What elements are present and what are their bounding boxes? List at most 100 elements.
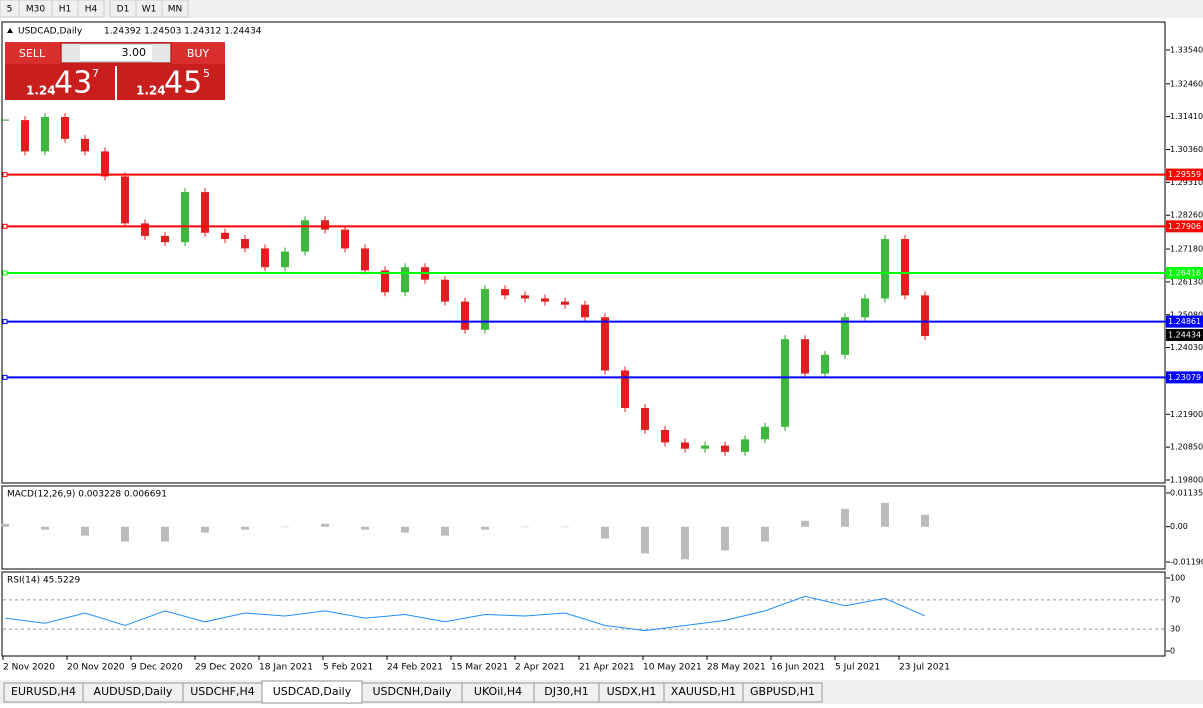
candle [861,298,869,318]
x-tick-label: 18 Jan 2021 [259,663,313,673]
last-price-label: 1.24434 [1168,330,1201,339]
candle [21,120,29,152]
macd-bar [561,526,569,528]
candle [321,220,329,230]
candle [101,151,109,177]
rsi-y-tick-label: 30 [1170,625,1180,634]
macd-bar [41,526,49,530]
candle [341,229,349,249]
symbol-tab-label[interactable]: EURUSD,H4 [11,685,76,698]
ask-prefix: 1.24 [136,84,166,98]
macd-bar [681,526,689,560]
candle [721,445,729,452]
x-tick-label: 28 May 2021 [707,663,766,673]
x-tick-label: 24 Feb 2021 [387,663,443,673]
bid-prefix: 1.24 [26,84,56,98]
level-handle[interactable] [2,319,8,325]
candle [681,442,689,449]
y-tick-label: 1.30360 [1170,145,1203,154]
candle [781,339,789,427]
y-tick-label: 1.29310 [1170,178,1203,187]
macd-bar [401,526,409,533]
price-divider [115,66,117,100]
macd-bar [1,523,9,527]
symbol-tab-label[interactable]: USDCNH,Daily [372,685,452,698]
candle [741,439,749,452]
timeframe-label[interactable]: W1 [142,5,157,15]
symbol-tab-label[interactable]: USDCHF,H4 [190,685,255,698]
candle [581,304,589,318]
macd-bar [321,523,329,527]
timeframe-label[interactable]: MN [168,5,183,15]
symbol-tab-label[interactable]: DJ30,H1 [544,685,588,698]
y-tick-label: 1.24030 [1170,343,1203,352]
symbol-tab-label[interactable]: USDCAD,Daily [273,685,352,698]
lots-value[interactable]: 3.00 [122,46,147,59]
candle [241,239,249,249]
level-label: 1.24861 [1168,317,1201,326]
x-tick-label: 2 Nov 2020 [3,663,55,673]
chart-title: USDCAD,Daily [18,27,83,37]
candle [541,298,549,302]
level-handle[interactable] [2,172,8,178]
level-label: 1.23079 [1168,373,1201,382]
y-tick-label: 1.32460 [1170,79,1203,88]
y-tick-label: 1.27180 [1170,245,1203,254]
level-handle[interactable] [2,374,8,380]
ohlc-header: 1.24392 1.24503 1.24312 1.24434 [104,27,262,37]
macd-bar [481,526,489,530]
symbol-tab-label[interactable]: GBPUSD,H1 [750,685,815,698]
symbol-tab-label[interactable]: USDX,H1 [607,685,657,698]
macd-bar [281,526,289,528]
candle [481,289,489,330]
candle [461,301,469,330]
lots-up[interactable] [152,44,170,62]
toolbar-bg [0,0,1203,18]
level-label: 1.26416 [1168,268,1201,277]
buy-button[interactable] [172,42,225,64]
sell-button[interactable] [5,42,60,64]
lots-down[interactable] [62,44,80,62]
buy-label[interactable]: BUY [187,47,210,60]
macd-bar [161,526,169,542]
symbol-tab-label[interactable]: UKOil,H4 [474,685,522,698]
candle [761,426,769,440]
timeframe-label[interactable]: 5 [7,5,13,15]
candle [181,192,189,243]
candle [61,116,69,139]
x-tick-label: 23 Jul 2021 [899,663,950,673]
candle [701,445,709,449]
symbol-tab[interactable] [742,682,823,703]
candle [141,223,149,236]
candle [261,248,269,268]
macd-bar [361,526,369,530]
timeframe-label[interactable]: M30 [26,5,45,15]
level-handle[interactable] [2,270,8,276]
candle [81,138,89,152]
candle [521,295,529,299]
rsi-line [4,595,926,632]
x-tick-label: 21 Apr 2021 [579,663,635,673]
candle [501,289,509,296]
x-tick-label: 5 Jul 2021 [835,663,880,673]
timeframe-label[interactable]: D1 [117,5,130,15]
timeframe-button[interactable] [161,0,189,18]
timeframe-label[interactable]: H1 [59,5,72,15]
symbol-tab-label[interactable]: AUDUSD,Daily [94,685,173,698]
x-tick-label: 5 Feb 2021 [323,663,373,673]
timeframe-label[interactable]: H4 [85,5,98,15]
macd-bar [881,502,889,527]
candle [381,270,389,293]
candle [921,295,929,337]
macd-y-tick-label: 0.00 [1170,522,1188,531]
ask-pip: 5 [203,67,210,80]
macd-bar [441,526,449,536]
collapse-icon[interactable] [7,28,13,33]
candle [441,279,449,302]
y-tick-label: 1.31410 [1170,112,1203,121]
symbol-tab-label[interactable]: XAUUSD,H1 [671,685,736,698]
level-handle[interactable] [2,223,8,229]
timeframe-button[interactable] [77,0,105,18]
sell-label[interactable]: SELL [19,47,46,60]
